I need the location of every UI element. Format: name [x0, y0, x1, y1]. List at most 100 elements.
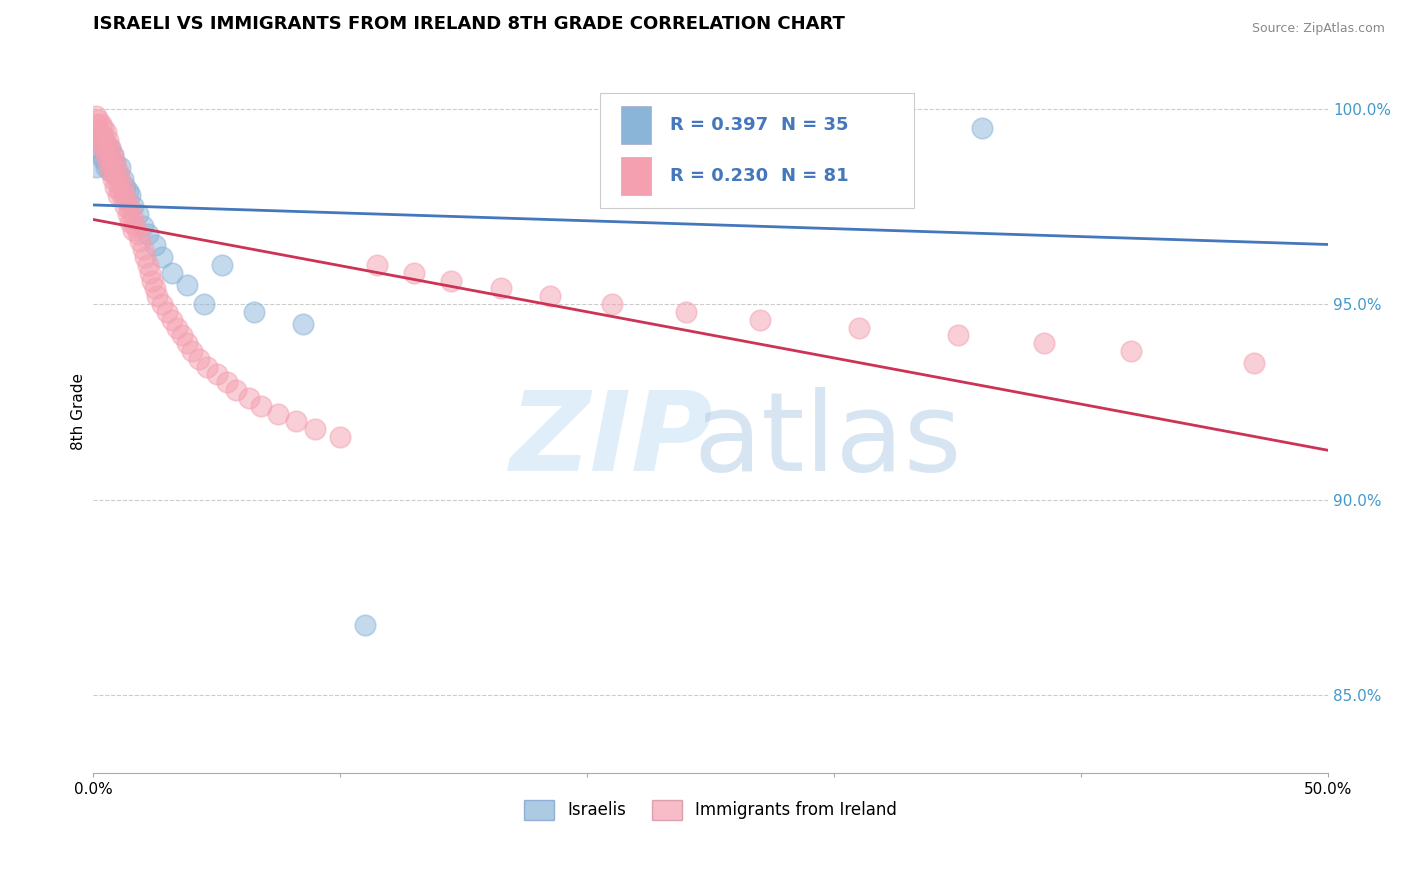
Point — [176, 277, 198, 292]
Point — [87, 140, 110, 154]
Point — [1243, 356, 1265, 370]
FancyBboxPatch shape — [599, 94, 914, 208]
Point — [143, 238, 166, 252]
Point — [110, 172, 132, 186]
Point — [267, 407, 290, 421]
Bar — [620, 157, 651, 194]
Point — [166, 320, 188, 334]
Point — [94, 125, 117, 139]
Point — [538, 289, 561, 303]
Point — [225, 383, 247, 397]
Point — [366, 258, 388, 272]
Text: R = 0.230: R = 0.230 — [669, 167, 768, 185]
Y-axis label: 8th Grade: 8th Grade — [72, 373, 86, 450]
Point — [107, 168, 129, 182]
Text: R = 0.397: R = 0.397 — [669, 116, 768, 134]
Point — [117, 184, 139, 198]
Bar — [620, 106, 651, 144]
Point — [114, 179, 136, 194]
Point — [100, 164, 122, 178]
Text: Source: ZipAtlas.com: Source: ZipAtlas.com — [1251, 22, 1385, 36]
Point — [404, 266, 426, 280]
Point — [91, 121, 114, 136]
Point — [87, 113, 110, 128]
Point — [84, 160, 107, 174]
Point — [121, 211, 143, 225]
Point — [150, 250, 173, 264]
Point — [160, 312, 183, 326]
Point — [117, 195, 139, 210]
Point — [284, 414, 307, 428]
Point — [97, 156, 120, 170]
Point — [1119, 344, 1142, 359]
Point — [872, 117, 894, 131]
Point — [87, 125, 110, 139]
Point — [972, 121, 994, 136]
Point — [97, 156, 120, 170]
Point — [97, 133, 120, 147]
Point — [156, 305, 179, 319]
Legend: Israelis, Immigrants from Ireland: Israelis, Immigrants from Ireland — [517, 793, 904, 827]
Point — [143, 281, 166, 295]
Point — [104, 156, 127, 170]
Point — [120, 187, 142, 202]
Point — [238, 391, 260, 405]
Text: ZIP: ZIP — [510, 387, 714, 494]
Point — [90, 133, 112, 147]
Point — [188, 351, 211, 366]
Point — [91, 153, 114, 167]
Point — [100, 140, 122, 154]
Text: atlas: atlas — [693, 387, 962, 494]
Point — [205, 368, 228, 382]
Point — [121, 199, 143, 213]
Point — [84, 109, 107, 123]
Point — [107, 164, 129, 178]
Point — [104, 179, 127, 194]
Point — [90, 128, 112, 143]
Point — [90, 148, 112, 162]
Point — [749, 312, 772, 326]
Point — [101, 148, 124, 162]
Point — [848, 320, 870, 334]
Point — [91, 128, 114, 143]
Point — [100, 140, 122, 154]
Point — [150, 297, 173, 311]
Point — [101, 148, 124, 162]
Point — [94, 148, 117, 162]
Point — [136, 258, 159, 272]
Point — [134, 250, 156, 264]
Point — [107, 176, 129, 190]
Point — [91, 140, 114, 154]
Text: ISRAELI VS IMMIGRANTS FROM IRELAND 8TH GRADE CORRELATION CHART: ISRAELI VS IMMIGRANTS FROM IRELAND 8TH G… — [93, 15, 845, 33]
Point — [127, 207, 149, 221]
Point — [120, 215, 142, 229]
Point — [104, 168, 127, 182]
Point — [110, 184, 132, 198]
Point — [242, 305, 264, 319]
Point — [160, 266, 183, 280]
Point — [111, 172, 134, 186]
Point — [129, 235, 152, 249]
Point — [100, 164, 122, 178]
Point — [489, 281, 512, 295]
Point — [94, 136, 117, 151]
Point — [131, 219, 153, 233]
Point — [111, 191, 134, 205]
Point — [91, 133, 114, 147]
Point — [120, 203, 142, 218]
Point — [100, 153, 122, 167]
Point — [131, 242, 153, 256]
Point — [107, 187, 129, 202]
Point — [172, 328, 194, 343]
Point — [84, 117, 107, 131]
Point — [329, 430, 352, 444]
Point — [97, 145, 120, 159]
Point — [97, 145, 120, 159]
Point — [101, 172, 124, 186]
Point — [136, 227, 159, 241]
Point — [211, 258, 233, 272]
Point — [440, 274, 463, 288]
Point — [94, 136, 117, 151]
Point — [114, 199, 136, 213]
Text: N = 81: N = 81 — [782, 167, 849, 185]
